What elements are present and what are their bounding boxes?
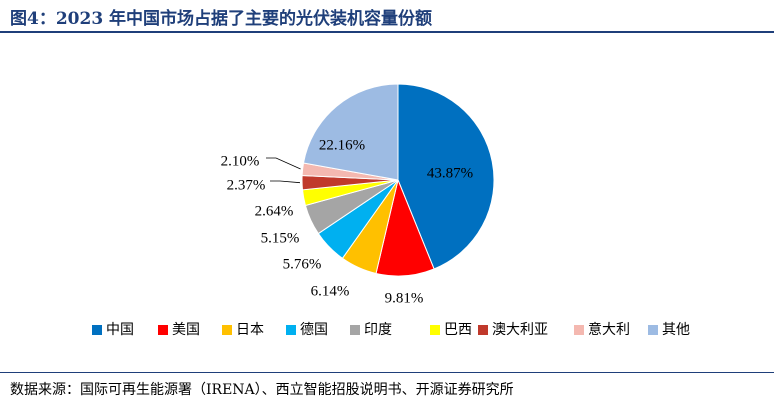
legend-swatch-0 [92,325,102,335]
legend-label-8: 其他 [662,322,690,338]
source-note: 数据来源：国际可再生能源署（IRENA）、西立智能招股说明书、开源证券研究所 [10,382,514,398]
leader-line-6 [270,180,301,184]
pie-slice-8 [302,83,399,181]
legend-label-0: 中国 [106,322,134,338]
pie-slices [301,83,495,277]
source-divider [0,372,774,373]
legend-label-2: 日本 [236,322,264,338]
data-label-0: 43.87% [427,165,473,181]
data-label-5: 2.64% [255,203,294,219]
legend: 中国 美国 日本 德国 印度 巴西 澳大利亚 意大利 其他 [92,321,690,338]
legend-swatch-8 [648,325,658,335]
leader-line-7 [266,157,301,170]
chart-title: 图4：2023 年中国市场占据了主要的光伏装机容量份额 [10,9,433,29]
legend-label-1: 美国 [172,322,200,338]
data-label-7: 2.10% [221,153,260,169]
legend-swatch-7 [574,325,584,335]
leader-lines [266,157,301,184]
legend-label-4: 印度 [364,322,392,338]
legend-label-6: 澳大利亚 [492,322,548,338]
title-divider [0,31,774,33]
legend-swatch-3 [286,325,296,335]
pie-chart: 43.87% 9.81% 6.14% 5.76% 5.15% 2.64% 2.37% 2.10… [92,83,690,338]
legend-swatch-5 [430,325,440,335]
data-label-8: 22.16% [319,137,365,153]
legend-swatch-6 [478,325,488,335]
legend-swatch-1 [158,325,168,335]
legend-label-7: 意大利 [588,321,630,338]
legend-swatch-4 [350,325,360,335]
data-label-4: 5.15% [261,230,300,246]
data-label-6: 2.37% [227,177,266,193]
legend-label-3: 德国 [300,322,328,338]
data-label-2: 6.14% [311,283,350,299]
legend-swatch-2 [222,325,232,335]
data-labels: 43.87% 9.81% 6.14% 5.76% 5.15% 2.64% 2.37% 2.10… [221,137,474,306]
pie-slice-0 [397,83,495,270]
legend-label-5: 巴西 [444,322,472,338]
data-label-3: 5.76% [283,256,322,272]
data-label-1: 9.81% [385,290,424,306]
